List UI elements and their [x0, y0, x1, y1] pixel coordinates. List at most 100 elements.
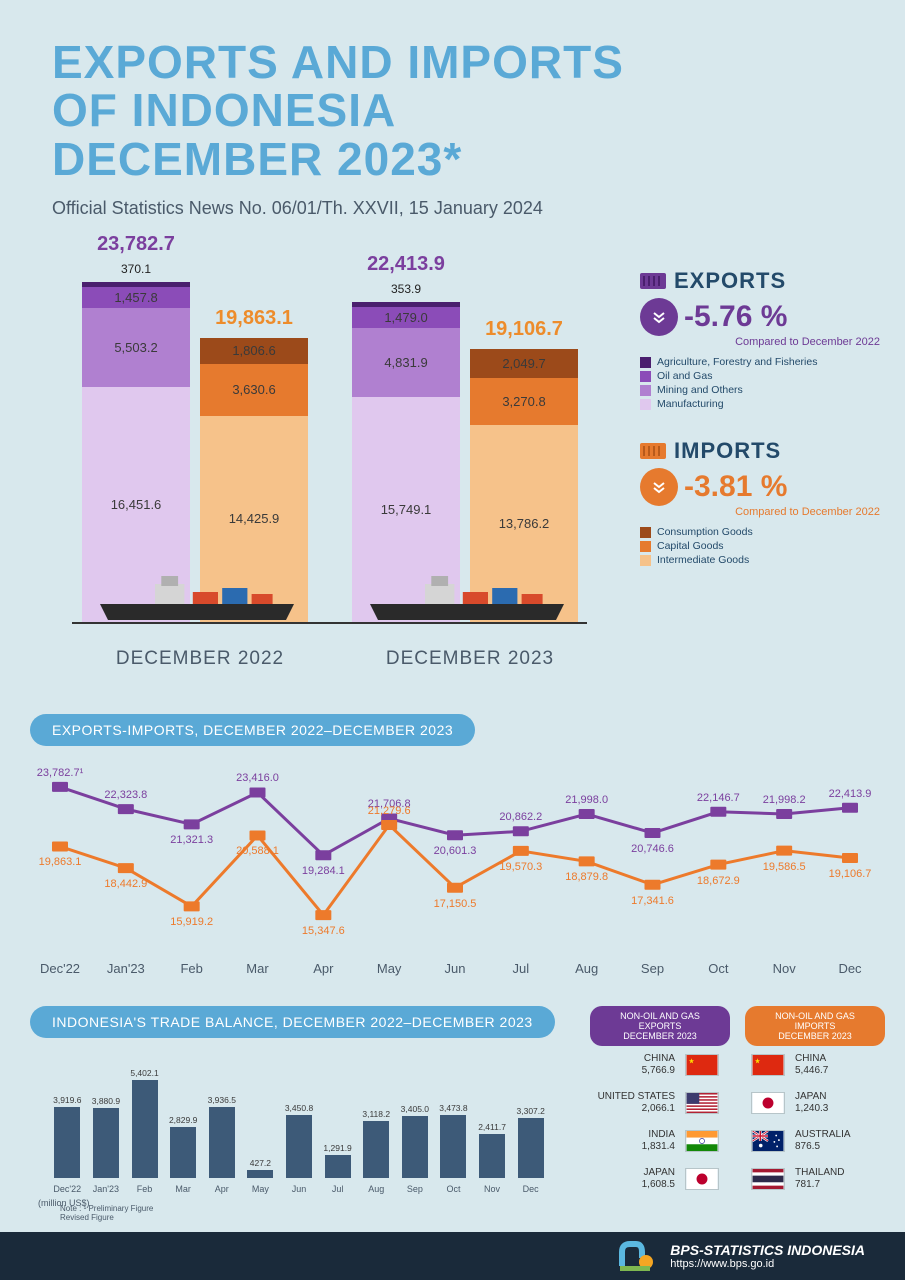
line-chart-header: EXPORTS-IMPORTS, DECEMBER 2022–DECEMBER …: [30, 714, 475, 746]
bar-segment: 1,479.0: [352, 307, 460, 328]
tb-month-label: Dec: [523, 1184, 539, 1194]
exports-title: EXPORTS: [674, 268, 786, 294]
imports-title: IMPORTS: [674, 438, 781, 464]
bar-segment: 4,831.9: [352, 328, 460, 397]
line-value-label: 19,106.7: [829, 868, 872, 880]
tb-note: Note : ¹ Preliminary Figure Revised Figu…: [60, 1204, 153, 1222]
tb-value-label: 2,829.9: [169, 1115, 197, 1125]
tb-value-label: 3,936.5: [208, 1095, 236, 1105]
ship-icon: [362, 566, 572, 622]
line-value-label: 20,862.2: [499, 811, 542, 823]
line-value-label: 18,672.9: [697, 875, 740, 887]
line-value-label: 22,323.8: [104, 789, 147, 801]
month-label: Jan'23: [107, 961, 145, 976]
line-value-label: 15,347.6: [302, 925, 345, 937]
title-line-2: OF INDONESIA: [52, 86, 624, 134]
legend-item: Oil and Gas: [640, 370, 880, 382]
line-chart: 23,782.7¹22,323.821,321.323,416.019,284.…: [30, 758, 870, 958]
exports-metric: EXPORTS -5.76 % Compared to December 202…: [640, 268, 880, 410]
bar-total-label: 22,413.9: [352, 253, 460, 276]
line-value-label: 15,919.2: [170, 916, 213, 928]
footer-url: https://www.bps.go.id: [670, 1258, 865, 1270]
tb-bar: [479, 1134, 505, 1178]
bar-total-label: 19,106.7: [470, 318, 578, 341]
legend-item: Mining and Others: [640, 384, 880, 396]
country-row: INDIA1,831.4: [590, 1122, 725, 1160]
country-exports-list: CHINA5,766.9UNITED STATES2,066.1INDIA1,8…: [590, 1046, 725, 1198]
tb-value-label: 3,118.2: [362, 1109, 390, 1119]
tb-value-label: 5,402.1: [130, 1068, 158, 1078]
tb-month-label: May: [252, 1184, 269, 1194]
title-line-3: DECEMBER 2023*: [52, 135, 624, 183]
line-value-label: 20,588.1: [236, 845, 279, 857]
tb-month-label: Jun: [292, 1184, 307, 1194]
month-label: Mar: [246, 961, 268, 976]
container-icon: [640, 440, 666, 462]
line-value-label: 21,321.3: [170, 834, 213, 846]
legend-item: Intermediate Goods: [640, 554, 880, 566]
country-row: CHINA5,766.9: [590, 1046, 725, 1084]
tb-month-label: Jan'23: [93, 1184, 119, 1194]
legend-item: Capital Goods: [640, 540, 880, 552]
line-value-label: 19,863.1: [39, 856, 82, 868]
country-row: AUSTRALIA876.5: [745, 1122, 880, 1160]
tb-value-label: 3,880.9: [92, 1096, 120, 1106]
tb-bar: [247, 1170, 273, 1178]
tb-month-label: Aug: [368, 1184, 384, 1194]
line-value-label: 23,416.0: [236, 772, 279, 784]
page-title: EXPORTS AND IMPORTS OF INDONESIA DECEMBE…: [52, 38, 624, 183]
tb-month-label: Jul: [332, 1184, 344, 1194]
line-value-label: 18,879.8: [565, 871, 608, 883]
tb-value-label: 3,307.2: [517, 1106, 545, 1116]
tb-bar: [54, 1107, 80, 1178]
line-value-label: 19,284.1: [302, 865, 345, 877]
country-row: THAILAND781.7: [745, 1160, 880, 1198]
tb-bar: [209, 1107, 235, 1178]
tb-bar: [93, 1108, 119, 1178]
stacked-bar-chart: 23,782.7370.116,451.65,503.21,457.819,86…: [52, 232, 592, 692]
bar-total-label: 19,863.1: [200, 307, 308, 330]
footer-org: BPS-STATISTICS INDONESIA: [670, 1242, 865, 1258]
month-label: Apr: [313, 961, 333, 976]
exports-percent: -5.76 %: [684, 300, 787, 334]
trade-balance-chart: (million US$) Note : ¹ Preliminary Figur…: [30, 1058, 560, 1208]
month-label: Jun: [445, 961, 466, 976]
imports-percent: -3.81 %: [684, 470, 787, 504]
line-value-label: 17,341.6: [631, 895, 674, 907]
line-value-label: 21,998.2: [763, 794, 806, 806]
country-row: JAPAN1,240.3: [745, 1084, 880, 1122]
tb-bar: [132, 1080, 158, 1178]
group-label: DECEMBER 2022: [100, 648, 300, 670]
tb-value-label: 3,919.6: [53, 1095, 81, 1105]
legend-item: Consumption Goods: [640, 526, 880, 538]
bar-segment: 3,270.8: [470, 378, 578, 425]
bar-segment: [82, 282, 190, 287]
bar-segment: 5,503.2: [82, 308, 190, 387]
month-label: Sep: [641, 961, 664, 976]
tb-month-label: Nov: [484, 1184, 500, 1194]
line-value-label: 19,570.3: [499, 861, 542, 873]
country-row: UNITED STATES2,066.1: [590, 1084, 725, 1122]
bar-segment: 1,457.8: [82, 287, 190, 308]
bar-sub-label: 353.9: [352, 282, 460, 296]
bar-segment: 3,630.6: [200, 364, 308, 416]
imports-subtitle: Compared to December 2022: [640, 506, 880, 518]
month-label: Dec'22: [40, 961, 80, 976]
legend-item: Manufacturing: [640, 398, 880, 410]
tb-bar: [402, 1116, 428, 1178]
line-value-label: 20,601.3: [434, 845, 477, 857]
month-label: Dec: [838, 961, 861, 976]
bar-segment: 2,049.7: [470, 349, 578, 378]
tb-month-label: Oct: [446, 1184, 460, 1194]
imports-metric: IMPORTS -3.81 % Compared to December 202…: [640, 438, 880, 566]
line-value-label: 18,442.9: [104, 878, 147, 890]
tb-month-label: Feb: [137, 1184, 153, 1194]
tb-value-label: 2,411.7: [478, 1122, 506, 1132]
bar-segment: [352, 302, 460, 307]
tb-value-label: 1,291.9: [323, 1143, 351, 1153]
month-label: Aug: [575, 961, 598, 976]
container-icon: [640, 270, 666, 292]
line-value-label: 17,150.5: [434, 898, 477, 910]
group-label: DECEMBER 2023: [370, 648, 570, 670]
tb-bar: [170, 1127, 196, 1178]
